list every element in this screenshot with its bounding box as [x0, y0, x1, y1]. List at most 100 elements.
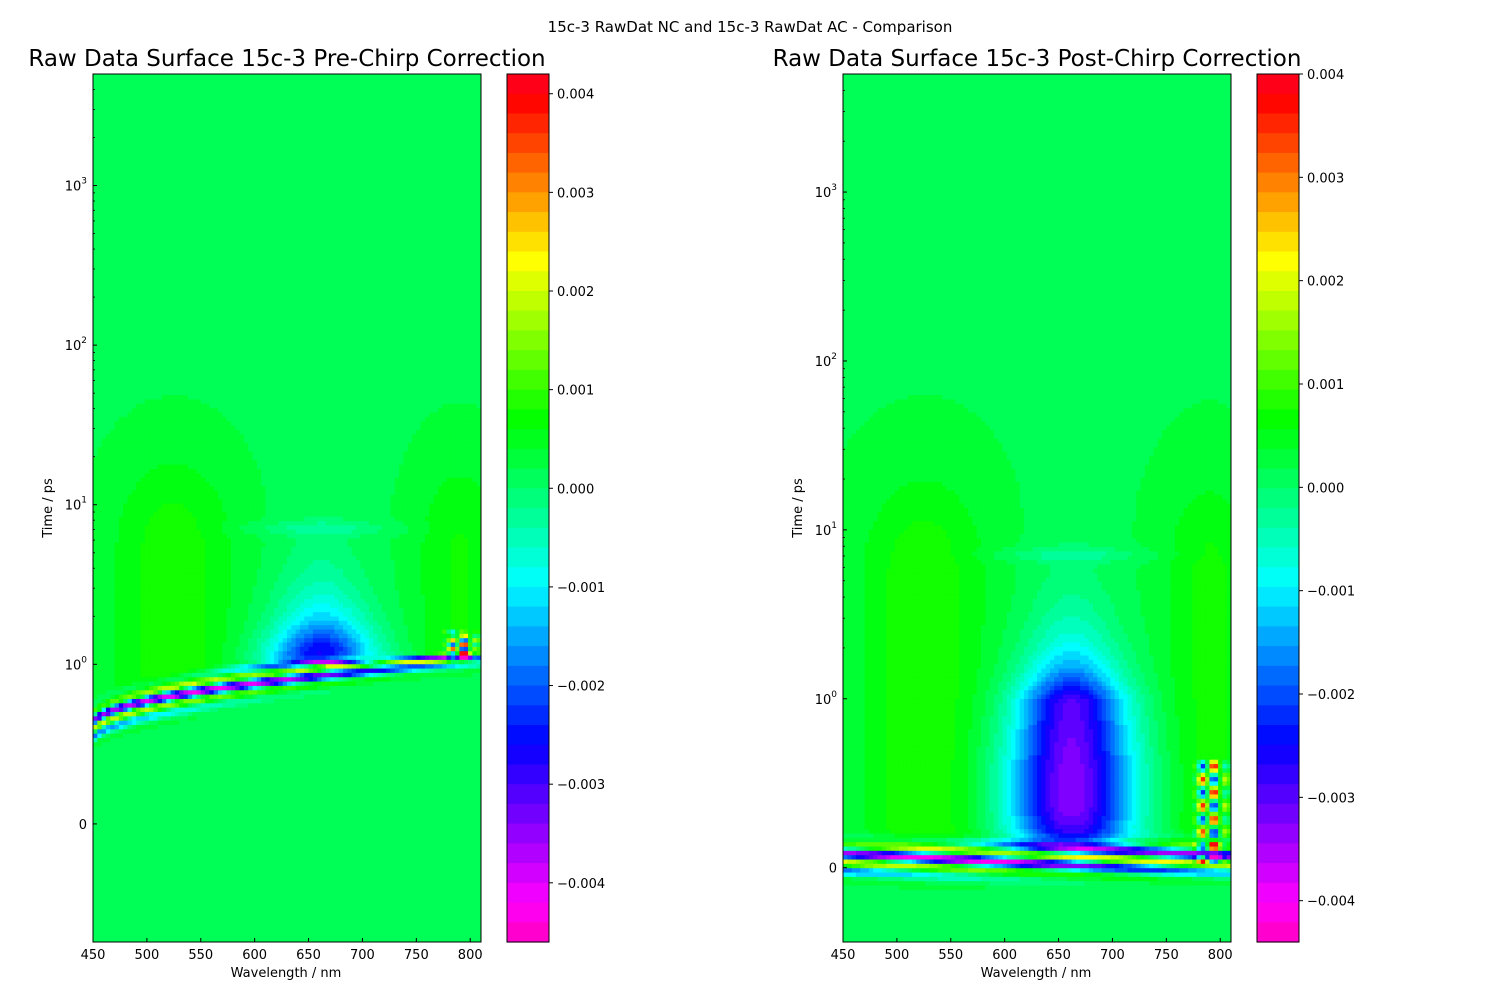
heatmap-cell — [205, 199, 210, 205]
heatmap-cell — [226, 191, 232, 197]
heatmap-cell — [338, 208, 344, 214]
heatmap-cell — [381, 243, 387, 249]
heatmap-cell — [105, 230, 111, 236]
heatmap-cell — [355, 273, 361, 279]
heatmap-cell — [338, 104, 344, 110]
heatmap-cell — [377, 143, 383, 149]
heatmap-cell — [127, 87, 133, 92]
heatmap-cell — [334, 160, 340, 166]
heatmap-cell — [360, 204, 366, 210]
heatmap-cell — [412, 130, 417, 136]
heatmap-cell — [157, 143, 163, 149]
heatmap-cell — [222, 156, 228, 162]
heatmap-cell — [170, 312, 176, 318]
heatmap-cell — [274, 173, 279, 179]
heatmap-cell — [93, 304, 98, 309]
heatmap-cell — [105, 134, 111, 140]
heatmap-cell — [312, 173, 318, 179]
heatmap-cell — [463, 143, 469, 149]
heatmap-cell — [368, 74, 374, 79]
heatmap-cell — [347, 260, 353, 266]
heatmap-cell — [170, 308, 176, 314]
heatmap-cell — [183, 221, 189, 227]
heatmap-cell — [274, 100, 279, 105]
heatmap-cell — [407, 104, 413, 110]
heatmap-cell — [144, 208, 150, 214]
heatmap-cell — [265, 256, 271, 262]
heatmap-cell — [140, 204, 146, 210]
heatmap-cell — [222, 230, 228, 236]
heatmap-cell — [278, 74, 284, 79]
heatmap-cell — [196, 91, 202, 97]
heatmap-cell — [269, 87, 275, 92]
heatmap-cell — [403, 273, 409, 279]
heatmap-cell — [278, 113, 284, 118]
heatmap-cell — [274, 78, 279, 84]
heatmap-cell — [101, 260, 107, 266]
heatmap-cell — [291, 212, 297, 218]
heatmap-cell — [390, 243, 396, 249]
heatmap-cell — [463, 260, 469, 266]
heatmap-cell — [304, 238, 310, 244]
heatmap-cell — [179, 286, 185, 292]
heatmap-cell — [153, 299, 159, 305]
heatmap-cell — [472, 143, 478, 149]
heatmap-cell — [179, 282, 185, 288]
heatmap-cell — [174, 195, 180, 201]
heatmap-cell — [343, 82, 348, 88]
heatmap-cell — [308, 134, 314, 140]
heatmap-cell — [343, 273, 348, 279]
heatmap-cell — [209, 256, 215, 262]
heatmap-cell — [127, 208, 133, 214]
heatmap-cell — [295, 108, 301, 114]
heatmap-cell — [97, 195, 103, 201]
heatmap-cell — [252, 143, 258, 149]
heatmap-cell — [308, 191, 314, 197]
heatmap-cell — [312, 195, 318, 201]
heatmap-cell — [144, 277, 150, 283]
heatmap-plot-area-pre-chirp — [92, 73, 482, 943]
heatmap-cell — [343, 126, 348, 132]
heatmap-cell — [131, 117, 137, 123]
heatmap-cell — [291, 217, 297, 223]
heatmap-cell — [131, 264, 137, 270]
heatmap-cell — [230, 87, 236, 92]
heatmap-cell — [123, 238, 129, 244]
heatmap-cell — [209, 108, 215, 114]
heatmap-cell — [213, 247, 219, 253]
heatmap-cell — [256, 234, 262, 240]
heatmap-cell — [183, 243, 189, 249]
heatmap-cell — [166, 295, 172, 301]
heatmap-cell — [450, 169, 456, 175]
heatmap-cell — [118, 160, 124, 166]
heatmap-cell — [355, 74, 361, 79]
heatmap-cell — [424, 277, 430, 283]
heatmap-cell — [118, 117, 124, 123]
heatmap-cell — [355, 286, 361, 292]
heatmap-cell — [416, 147, 422, 153]
heatmap-cell — [343, 165, 348, 171]
heatmap-cell — [468, 238, 473, 244]
heatmap-cell — [123, 217, 129, 223]
heatmap-cell — [437, 195, 443, 201]
heatmap-cell — [114, 208, 120, 214]
heatmap-cell — [174, 191, 180, 197]
heatmap-cell — [161, 91, 167, 97]
heatmap-cell — [226, 143, 232, 149]
heatmap-cell — [153, 199, 159, 205]
heatmap-cell — [123, 95, 129, 101]
heatmap-cell — [205, 160, 210, 166]
heatmap-cell — [110, 130, 116, 136]
heatmap-cell — [187, 295, 193, 301]
heatmap-cell — [235, 295, 241, 301]
heatmap-cell — [304, 247, 310, 253]
heatmap-cell — [304, 230, 310, 236]
heatmap-cell — [93, 186, 98, 192]
heatmap-cell — [364, 260, 370, 266]
heatmap-cell — [282, 165, 288, 171]
heatmap-cell — [295, 182, 301, 188]
heatmap-cell — [287, 95, 292, 101]
heatmap-cell — [287, 121, 292, 127]
heatmap-cell — [200, 312, 206, 318]
heatmap-cell — [291, 100, 297, 105]
